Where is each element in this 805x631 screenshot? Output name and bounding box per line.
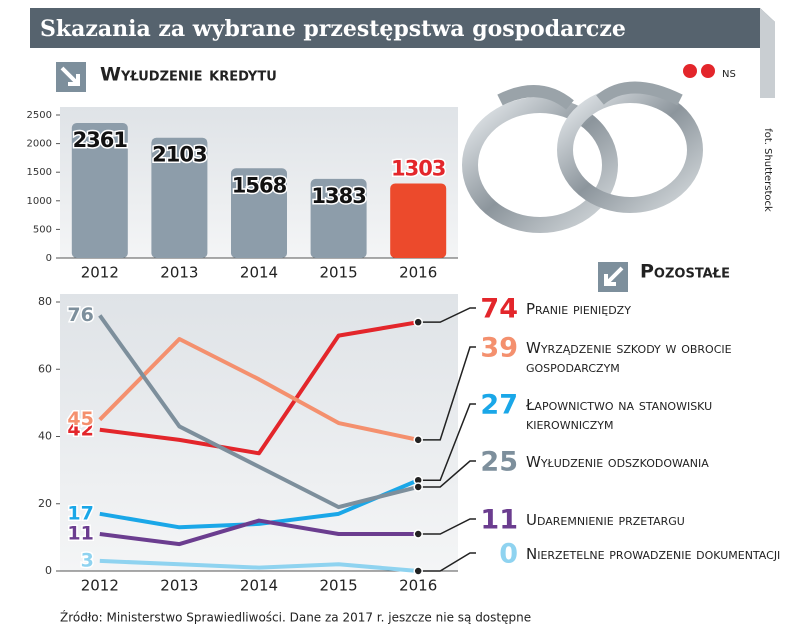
end-point bbox=[413, 435, 423, 445]
connector bbox=[418, 552, 476, 572]
x-tick-label: 2012 bbox=[81, 577, 119, 595]
connector bbox=[418, 518, 476, 535]
x-tick-label: 2014 bbox=[240, 577, 278, 595]
bar bbox=[71, 122, 128, 258]
start-value-label: 3 bbox=[81, 549, 94, 571]
x-tick-label: 2015 bbox=[320, 577, 358, 595]
legend-label: Łapownictwo na stanowisku kierowniczym bbox=[526, 396, 713, 433]
value-label: 2361 bbox=[73, 128, 128, 152]
end-value-label: 74 bbox=[480, 294, 518, 325]
value-label: 1383 bbox=[311, 184, 365, 208]
start-value-label: 17 bbox=[67, 502, 93, 524]
start-value-label: 45 bbox=[67, 408, 93, 430]
y-tick-label: 1500 bbox=[27, 167, 52, 178]
legend-label: Wyrządzenie szkody w obrocie gospodarczy… bbox=[526, 339, 732, 376]
title: Skazania za wybrane przestępstwa gospoda… bbox=[40, 16, 626, 42]
x-tick-label: 2012 bbox=[81, 264, 119, 282]
legend-label: Udaremnienie przetargu bbox=[526, 511, 685, 529]
legend-label: Pranie pieniędzy bbox=[526, 300, 631, 318]
value-label: 2103 bbox=[152, 143, 206, 167]
connector bbox=[418, 307, 476, 323]
title-band bbox=[30, 8, 775, 48]
y-tick-label: 2500 bbox=[27, 110, 52, 121]
y-tick-label: 60 bbox=[38, 362, 52, 375]
x-tick-label: 2015 bbox=[320, 264, 358, 282]
logo bbox=[701, 64, 715, 78]
bar bbox=[231, 168, 287, 258]
y-tick-label: 40 bbox=[38, 430, 52, 443]
x-tick-label: 2013 bbox=[160, 577, 198, 595]
start-value-label: 42 bbox=[67, 418, 93, 440]
series-line bbox=[99, 558, 419, 573]
y-tick-label: 2000 bbox=[27, 139, 52, 150]
y-tick-label: 20 bbox=[38, 497, 52, 510]
x-tick-label: 2013 bbox=[160, 264, 198, 282]
series-line bbox=[99, 518, 419, 547]
y-tick-label: 80 bbox=[38, 295, 52, 308]
handcuffs bbox=[462, 81, 703, 233]
series-line bbox=[99, 320, 419, 456]
start-value-label: 11 bbox=[67, 523, 93, 545]
logo bbox=[683, 64, 697, 78]
photo-credit: fot. Shutterstock bbox=[762, 128, 773, 212]
x-tick-label: 2016 bbox=[399, 264, 437, 282]
series-line bbox=[98, 314, 419, 510]
corner bbox=[760, 8, 775, 98]
end-value-label: 27 bbox=[480, 390, 518, 421]
legend-label: Nierzetelne prowadzenie dokumentacji bbox=[526, 545, 781, 563]
end-point bbox=[413, 529, 423, 539]
series-line bbox=[99, 478, 419, 530]
end-point bbox=[413, 566, 423, 576]
line-chart-title: Pozostałe bbox=[640, 261, 730, 283]
bar bbox=[390, 183, 447, 258]
x-tick-label: 2014 bbox=[240, 264, 278, 282]
y-tick-label: 0 bbox=[46, 253, 52, 264]
connector bbox=[418, 346, 476, 441]
end-value-label: 25 bbox=[480, 447, 518, 478]
author: NS bbox=[722, 69, 736, 80]
x-tick-label: 2016 bbox=[399, 577, 437, 595]
end-value-label: 0 bbox=[499, 539, 518, 570]
end-point bbox=[413, 317, 423, 327]
end-point bbox=[413, 482, 423, 492]
end-value-label: 39 bbox=[480, 333, 518, 364]
bar bbox=[151, 137, 208, 258]
source: Źródło: Ministerstwo Sprawiedliwości. Da… bbox=[60, 610, 531, 625]
legend-label: Wyłudzenie odszkodowania bbox=[526, 453, 709, 471]
bar-chart-title: Wyłudzenie kredytu bbox=[100, 64, 277, 86]
start-value-label: 76 bbox=[67, 304, 93, 326]
bar bbox=[310, 178, 367, 258]
connector bbox=[418, 403, 476, 481]
value-label: 1303 bbox=[391, 156, 445, 180]
series-line bbox=[98, 336, 419, 442]
y-tick-label: 1000 bbox=[27, 196, 52, 207]
y-tick-label: 500 bbox=[33, 224, 52, 235]
connector bbox=[418, 460, 476, 488]
value-label: 1568 bbox=[232, 173, 287, 197]
arrow bbox=[60, 66, 80, 86]
end-value-label: 11 bbox=[480, 505, 518, 536]
y-tick-label: 0 bbox=[45, 564, 52, 577]
arrow bbox=[604, 266, 624, 286]
